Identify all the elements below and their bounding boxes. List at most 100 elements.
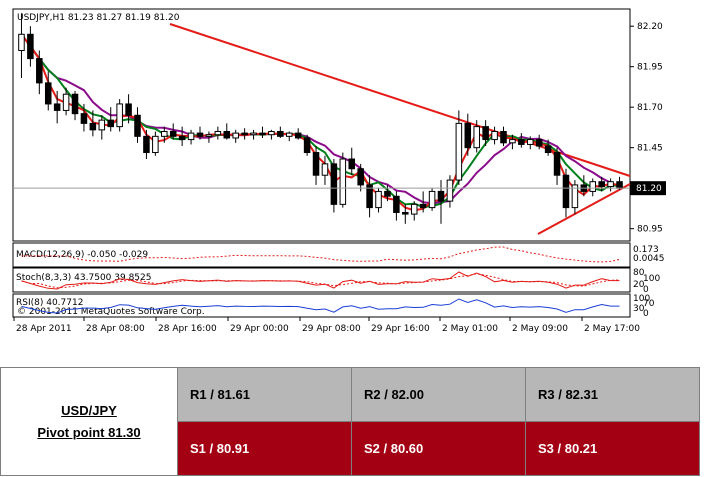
candle-body — [134, 114, 141, 137]
candle — [71, 90, 79, 121]
stoch-pane-frame — [12, 267, 631, 293]
candle-body — [187, 132, 195, 141]
candle-body — [169, 130, 177, 137]
x-tick-label: 29 Apr 08:00 — [302, 324, 361, 334]
resistance-row: USD/JPY Pivot point 81.30 R1 / 81.61 R2 … — [0, 367, 700, 476]
candle-body — [178, 135, 186, 141]
candle — [178, 126, 186, 147]
candle-body — [339, 158, 347, 205]
candle — [527, 136, 534, 150]
candle-body — [285, 132, 293, 137]
candle — [89, 110, 97, 137]
candle-body — [205, 134, 213, 137]
candle — [53, 90, 61, 124]
candle-body — [473, 126, 480, 149]
candle-body — [53, 103, 61, 111]
candle — [187, 129, 195, 145]
candle-body — [152, 135, 159, 154]
chart-background — [0, 0, 707, 340]
candle — [169, 123, 177, 140]
r2-cell: R2 / 82.00 — [351, 367, 526, 422]
candle — [259, 126, 266, 138]
candle — [339, 152, 347, 208]
candle-body — [366, 184, 373, 209]
descending-trendline — [169, 23, 631, 177]
candle-body — [125, 103, 132, 116]
candle-body — [71, 93, 79, 115]
candle-body — [241, 132, 248, 136]
candle-body — [62, 93, 70, 111]
candle — [125, 94, 132, 124]
candle — [134, 107, 141, 143]
candle-body — [455, 122, 463, 181]
candle — [544, 139, 552, 156]
candle — [437, 180, 445, 224]
candle-body — [348, 158, 356, 170]
candle-body — [535, 139, 543, 147]
stoch-scale-80: 80 — [633, 268, 645, 278]
candle-body — [98, 119, 106, 131]
candle-body — [357, 168, 364, 186]
candle — [455, 110, 463, 185]
candle-body — [107, 119, 114, 128]
candle — [607, 178, 614, 192]
macd-pane-frame — [12, 242, 631, 268]
candle — [562, 168, 570, 218]
macd-label: MACD(12,26,9) -0.050 -0.029 — [16, 250, 148, 260]
candle-body — [375, 190, 382, 209]
candle-body — [223, 130, 231, 139]
candle — [473, 120, 480, 153]
candle — [62, 87, 70, 116]
candle — [509, 134, 516, 150]
candle-body — [437, 190, 445, 202]
candle — [250, 129, 257, 140]
candle-body — [294, 132, 302, 139]
candle-body — [196, 132, 204, 137]
candle-body — [607, 181, 614, 188]
candle — [464, 113, 472, 156]
trendlines — [169, 23, 631, 235]
candle — [446, 175, 454, 208]
candle — [553, 147, 561, 185]
candle — [384, 184, 391, 202]
candle-body — [553, 152, 561, 176]
candle-body — [27, 33, 34, 60]
candle-body — [330, 163, 338, 205]
candle — [303, 134, 311, 156]
support-row: S1 / 80.91 S2 / 80.60 S3 / 80.21 — [1, 421, 700, 476]
s3-cell: S3 / 80.21 — [525, 421, 700, 476]
candle — [44, 71, 52, 111]
candle — [402, 204, 409, 224]
candle-body — [589, 181, 597, 192]
rsi-pane-frame — [12, 293, 631, 318]
candle — [330, 159, 338, 213]
candlesticks — [18, 13, 623, 224]
x-tick-label: 2 May 17:00 — [584, 324, 640, 334]
candle — [428, 188, 436, 211]
candle — [98, 115, 106, 140]
candle — [107, 107, 114, 132]
macd-scale-high: 0.173 — [633, 245, 659, 255]
candle — [518, 133, 525, 148]
rsi-line — [21, 298, 620, 314]
candle-body — [544, 145, 552, 154]
y-tick-label: 81.70 — [637, 103, 663, 113]
candle — [214, 126, 222, 140]
candle — [232, 129, 239, 143]
candle — [80, 103, 88, 132]
price-tag-text: 81.20 — [636, 184, 662, 194]
candle-body — [464, 122, 472, 149]
candle-body — [161, 130, 168, 137]
candle — [152, 131, 159, 156]
candle-body — [89, 122, 97, 131]
candle — [205, 131, 213, 143]
stoch-k-line — [21, 271, 620, 290]
chart-title: USDJPY,H1 81.23 81.27 81.19 81.20 — [17, 13, 180, 23]
candle — [161, 126, 168, 143]
candle-body — [312, 152, 320, 176]
x-tick-label: 2 May 01:00 — [442, 324, 498, 334]
r3-cell: R3 / 82.31 — [525, 367, 700, 422]
stoch-d-line — [21, 273, 620, 289]
candle-body — [428, 190, 436, 209]
stoch-scale-100: 100 — [643, 274, 660, 284]
